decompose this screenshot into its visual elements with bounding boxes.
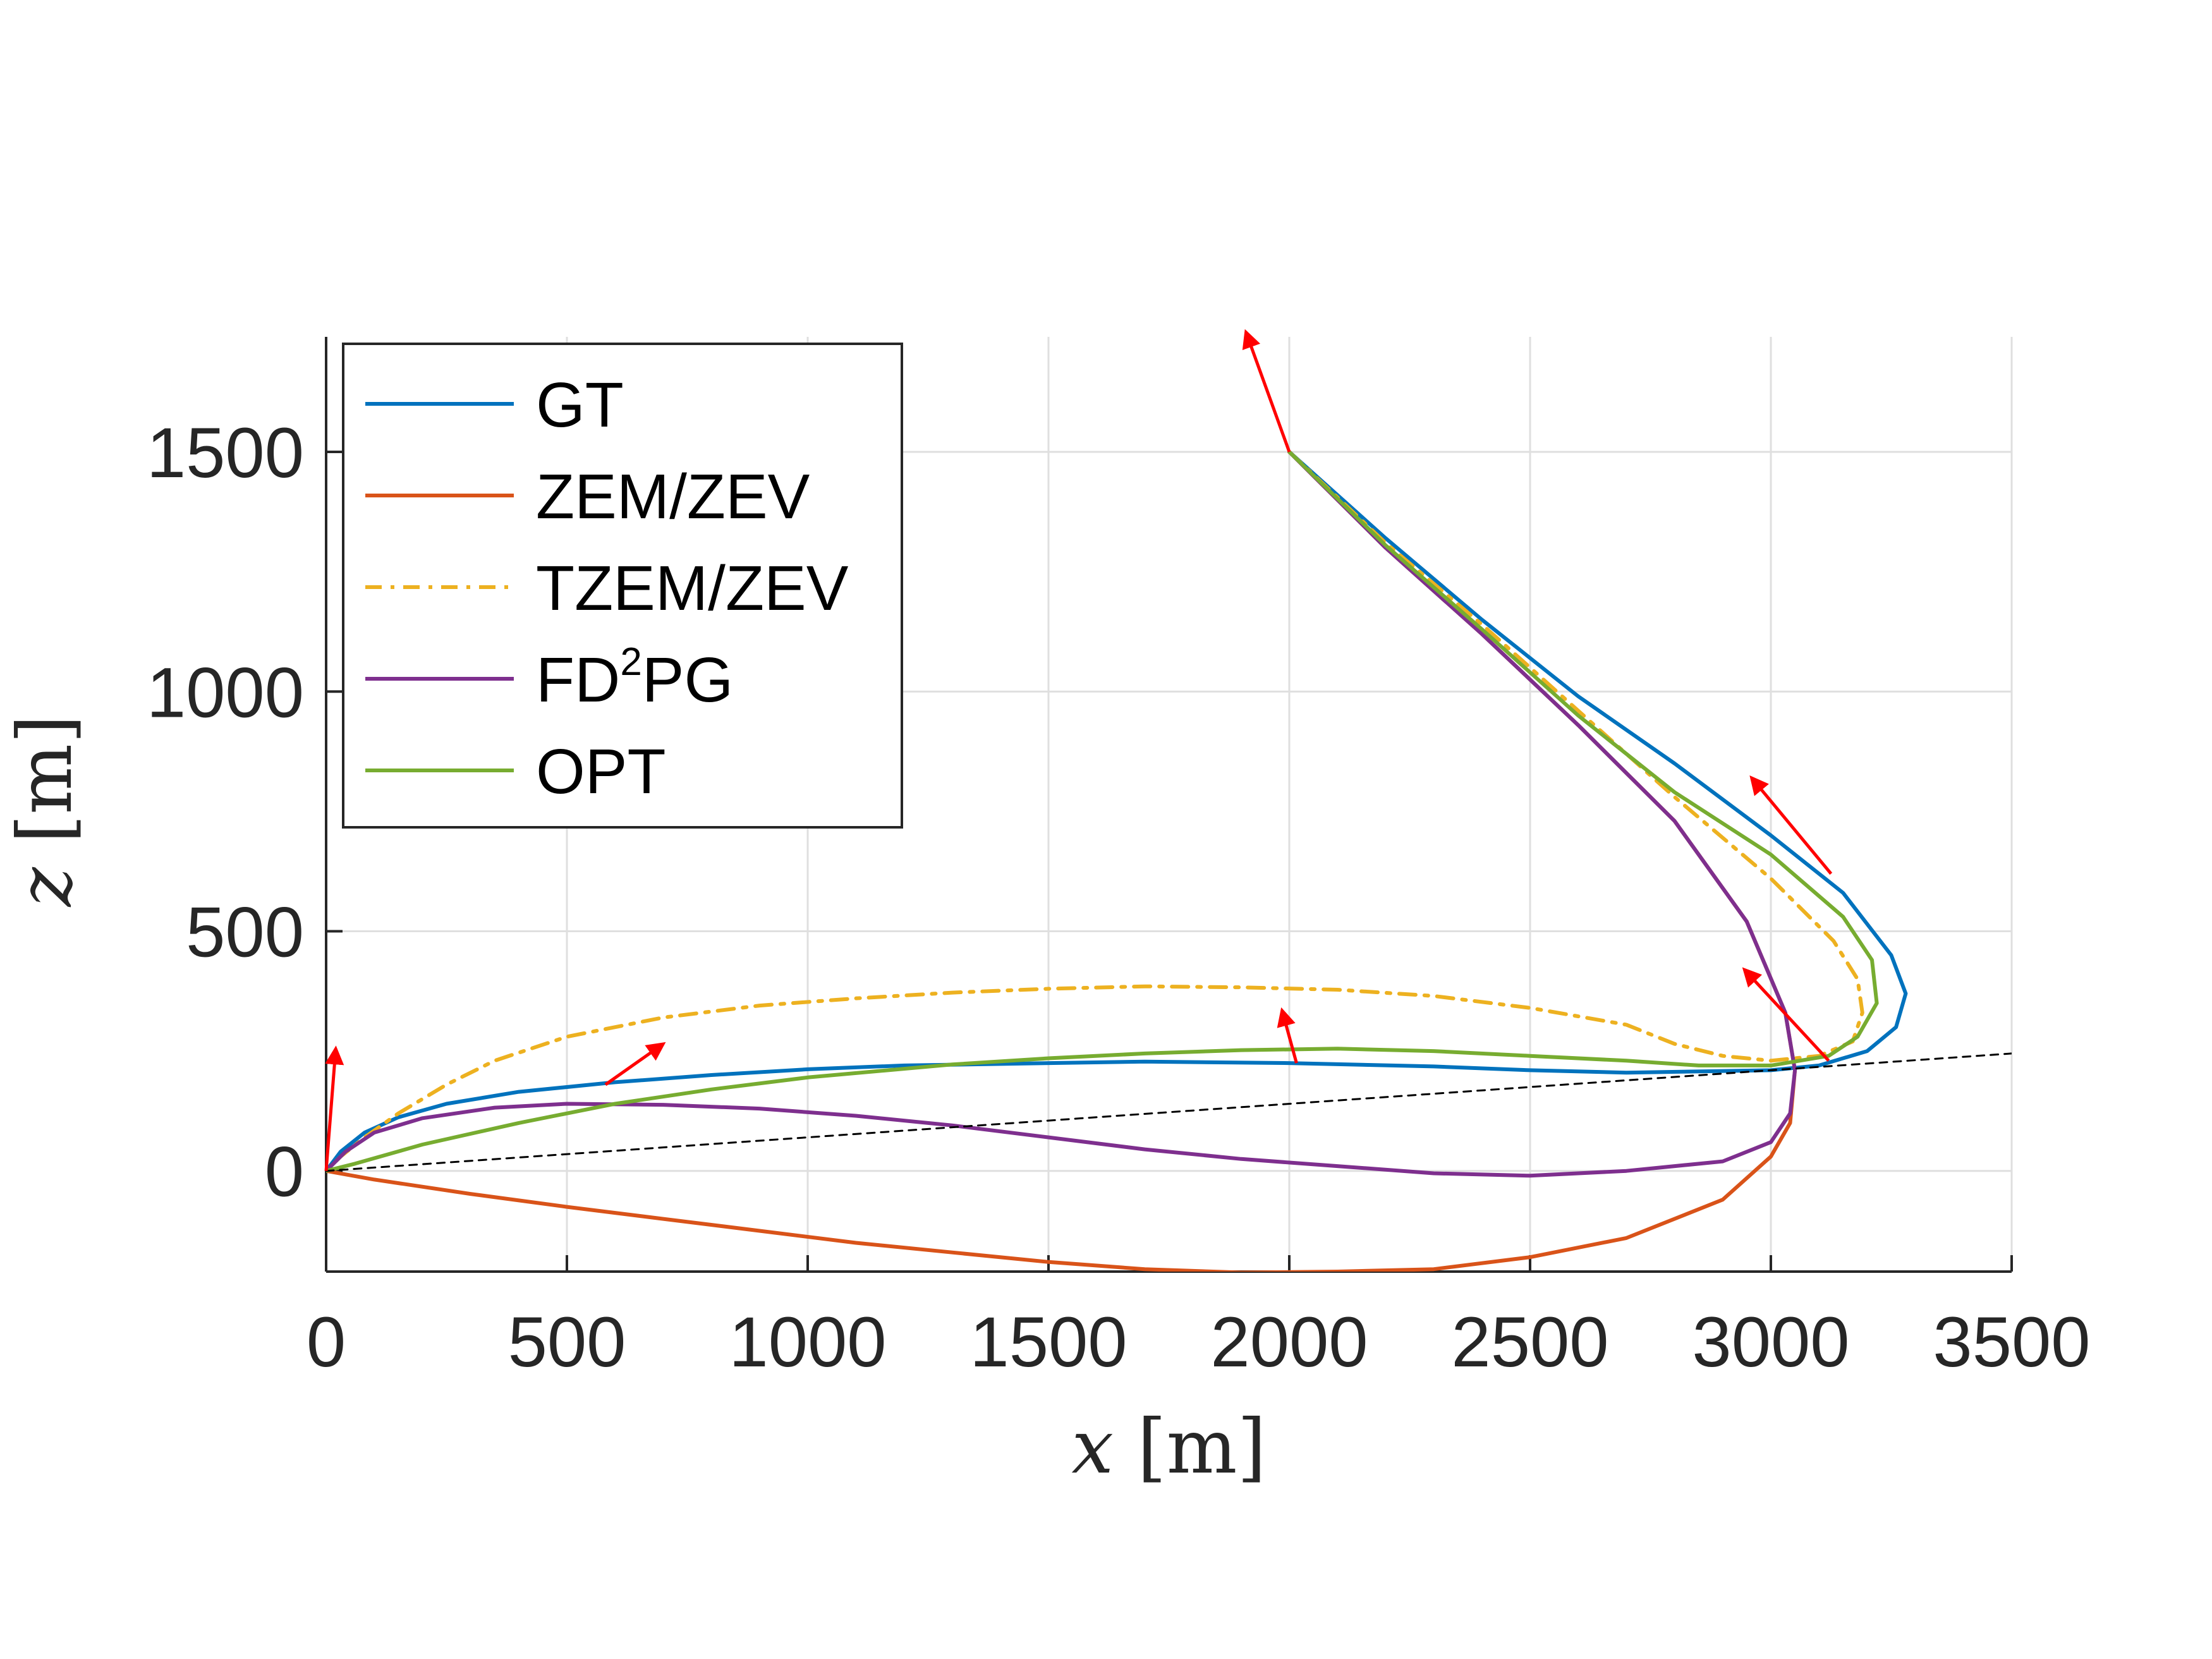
velocity-arrow xyxy=(604,1042,666,1086)
y-axis-label-var: z xyxy=(1,866,88,908)
legend-box xyxy=(342,343,903,829)
series-line-line-of-sight xyxy=(326,1052,2012,1172)
x-tick-label: 3000 xyxy=(1692,1303,1849,1382)
series-line-tzem-zev xyxy=(326,450,1864,1173)
y-tick-label: 1500 xyxy=(147,413,304,492)
x-tick-label: 2500 xyxy=(1451,1303,1608,1382)
x-axis-label-var: x xyxy=(1071,1403,1114,1490)
x-axis-label-unit: [m] xyxy=(1114,1403,1266,1490)
series-line-fd2pg xyxy=(326,450,1797,1178)
legend-label-part: PG xyxy=(642,645,733,715)
legend-label-superscript: 2 xyxy=(620,640,641,684)
velocity-arrow xyxy=(1742,967,1830,1062)
x-tick-label: 2000 xyxy=(1210,1303,1368,1382)
legend-label: FD2PG xyxy=(536,640,733,715)
legend-label-part: FD xyxy=(536,645,620,715)
legend-label: TZEM/ZEV xyxy=(536,553,849,624)
series-group xyxy=(326,450,2012,1272)
series-line-opt xyxy=(326,450,1879,1173)
arrows-group xyxy=(324,329,1833,1171)
y-tick-label: 1000 xyxy=(147,653,304,732)
legend-label: ZEM/ZEV xyxy=(536,461,810,532)
legend-label: GT xyxy=(536,370,624,441)
x-tick-label: 1000 xyxy=(729,1303,886,1382)
x-tick-label: 3500 xyxy=(1933,1303,2090,1382)
legend: GT ZEM/ZEV TZEM/ZEV FD2PG OPT xyxy=(342,343,903,829)
x-tick-label: 0 xyxy=(307,1303,346,1382)
velocity-arrow xyxy=(1242,329,1291,453)
velocity-arrow xyxy=(1277,1007,1298,1064)
x-tick-label: 500 xyxy=(508,1303,626,1382)
plot-area: 0 500 1000 1500 2000 2500 3000 3500 0 500 1000 1500… xyxy=(1,329,2091,1490)
y-tick-label: 0 xyxy=(265,1133,304,1212)
velocity-arrow xyxy=(324,1045,344,1171)
x-tick-label: 1500 xyxy=(969,1303,1127,1382)
series-line-gt xyxy=(326,450,1908,1173)
y-axis-label-unit: [m] xyxy=(1,715,88,867)
y-tick-label: 500 xyxy=(186,892,304,971)
legend-label: OPT xyxy=(536,736,666,807)
y-axis-label: z [m] xyxy=(1,715,88,908)
x-axis-label: x [m] xyxy=(1071,1403,1266,1490)
velocity-arrow xyxy=(1749,775,1833,875)
